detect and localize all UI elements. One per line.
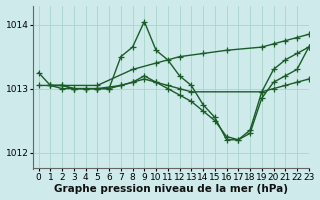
X-axis label: Graphe pression niveau de la mer (hPa): Graphe pression niveau de la mer (hPa): [54, 184, 288, 194]
